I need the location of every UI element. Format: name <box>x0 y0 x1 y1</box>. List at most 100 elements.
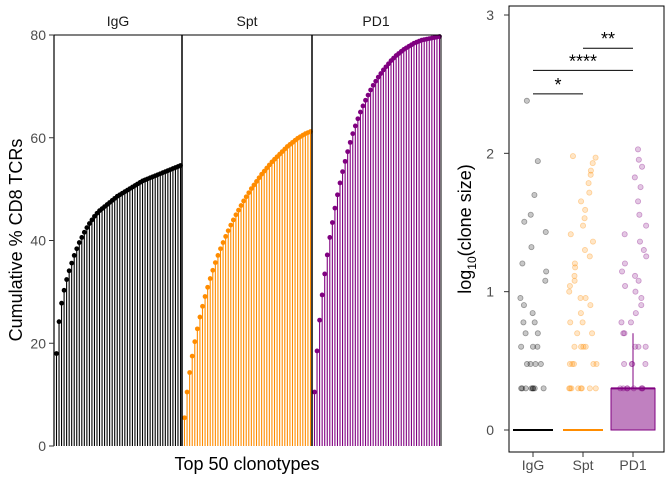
clone-point-igg-28 <box>521 218 528 225</box>
group-spt <box>563 153 603 431</box>
clone-point-spt-36 <box>580 222 587 229</box>
point-igg-7 <box>69 260 75 266</box>
clone-point-igg-10 <box>527 361 534 368</box>
point-spt-30 <box>256 175 262 181</box>
point-pd1-8 <box>329 220 335 225</box>
point-pd1-25 <box>373 78 379 84</box>
clone-point-pd1-32 <box>621 231 628 238</box>
clone-point-igg-17 <box>534 330 541 337</box>
clone-point-igg-1 <box>529 385 536 392</box>
point-pd1-9 <box>332 205 338 211</box>
right-x-tick-label-spt: Spt <box>572 457 593 473</box>
facet-label-igg: IgG <box>107 13 130 29</box>
clone-point-igg-19 <box>531 319 538 326</box>
clone-point-pd1-35 <box>635 198 642 205</box>
clone-point-spt-34 <box>589 238 596 245</box>
clone-point-igg-27 <box>542 229 549 236</box>
clone-point-spt-10 <box>570 361 577 368</box>
point-igg-4 <box>61 287 67 293</box>
clone-point-igg-11 <box>523 361 530 368</box>
point-spt-9 <box>202 294 208 299</box>
series-spt <box>182 129 313 446</box>
clone-point-spt-26 <box>566 288 573 295</box>
clone-point-spt-41 <box>585 180 592 187</box>
box-pd1 <box>610 387 656 431</box>
point-spt-24 <box>241 198 247 204</box>
point-spt-2 <box>184 389 190 395</box>
point-spt-8 <box>200 303 205 309</box>
point-pd1-24 <box>370 82 376 88</box>
point-pd1-10 <box>335 192 340 198</box>
clone-point-pd1-37 <box>631 174 638 181</box>
point-pd1-27 <box>378 71 384 76</box>
clone-point-spt-12 <box>593 361 600 368</box>
clone-point-igg-32 <box>523 97 530 104</box>
point-igg-9 <box>74 246 80 252</box>
clone-point-pd1-18 <box>627 319 634 326</box>
clone-point-igg-4 <box>522 385 529 392</box>
clone-point-spt-5 <box>586 385 593 392</box>
clone-point-spt-3 <box>578 385 585 392</box>
point-pd1-15 <box>347 139 353 145</box>
clone-point-igg-22 <box>517 295 524 302</box>
clone-point-pd1-24 <box>622 282 629 289</box>
clone-point-igg-25 <box>519 260 526 267</box>
clone-point-spt-31 <box>571 260 578 267</box>
point-pd1-13 <box>342 158 348 164</box>
clone-point-pd1-33 <box>643 222 650 229</box>
clone-point-spt-21 <box>579 319 586 326</box>
sig-label-2: **** <box>569 51 597 71</box>
clone-point-spt-32 <box>586 253 593 260</box>
clone-point-spt-29 <box>571 272 578 279</box>
clone-point-pd1-27 <box>619 268 626 275</box>
clone-point-spt-1 <box>566 385 573 392</box>
clone-point-pd1-31 <box>636 238 643 245</box>
clone-point-pd1-17 <box>621 330 628 337</box>
clone-point-spt-8 <box>568 385 575 392</box>
clone-point-pd1-13 <box>632 343 639 350</box>
clone-point-pd1-7 <box>639 385 646 392</box>
point-pd1-21 <box>363 97 368 103</box>
point-spt-26 <box>246 190 252 196</box>
point-pd1-12 <box>340 169 345 175</box>
point-pd1-18 <box>355 116 361 122</box>
point-spt-20 <box>230 217 236 223</box>
point-igg-11 <box>79 235 85 240</box>
point-spt-12 <box>210 267 216 273</box>
point-spt-29 <box>254 179 259 184</box>
clone-point-pd1-12 <box>621 361 628 368</box>
clone-point-pd1-3 <box>638 385 645 392</box>
clone-point-igg-3 <box>519 385 526 392</box>
point-spt-21 <box>233 212 239 218</box>
clone-point-pd1-15 <box>635 343 642 350</box>
point-pd1-20 <box>360 103 366 109</box>
point-igg-5 <box>64 277 70 282</box>
clone-point-pd1-20 <box>632 310 639 317</box>
left-y-tick-label-80: 80 <box>30 27 46 43</box>
point-spt-3 <box>187 370 193 375</box>
clone-point-pd1-30 <box>640 247 647 254</box>
clone-point-igg-16 <box>522 330 529 337</box>
clone-point-pd1-6 <box>620 385 627 392</box>
point-pd1-3 <box>317 317 323 323</box>
point-pd1-16 <box>350 131 356 137</box>
clone-point-pd1-8 <box>624 385 631 392</box>
left-y-tick-label-0: 0 <box>38 438 46 454</box>
clone-point-pd1-21 <box>638 302 645 309</box>
clone-point-spt-27 <box>566 282 573 289</box>
clone-point-spt-43 <box>587 167 594 174</box>
clone-point-igg-7 <box>518 385 525 392</box>
clone-point-igg-2 <box>531 385 538 392</box>
series-igg <box>54 163 183 446</box>
clone-point-spt-20 <box>567 319 574 326</box>
cumulative-marks <box>54 34 442 446</box>
clone-point-igg-24 <box>543 268 550 275</box>
point-igg-3 <box>59 300 64 306</box>
left-y-axis-title: Cumulative % CD8 TCRs <box>6 139 26 342</box>
clone-point-spt-7 <box>592 385 599 392</box>
clone-point-pd1-19 <box>618 319 625 326</box>
point-spt-7 <box>197 314 203 320</box>
right-x-ticks: IgG Spt PD1 <box>522 452 647 473</box>
